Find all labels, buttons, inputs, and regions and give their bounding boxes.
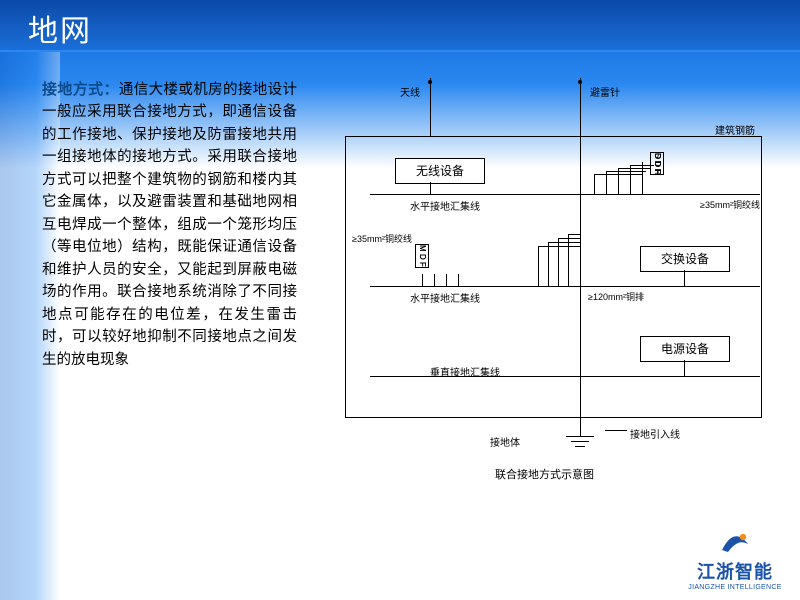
company-logo: 江浙智能 JIANGZHE INTELLIGENCE — [680, 530, 790, 590]
antenna-label: 天线 — [400, 84, 420, 99]
drop-wireless — [430, 182, 431, 194]
rack-cell: M D F — [415, 244, 429, 268]
rod-dot — [578, 80, 582, 84]
slide: 地网 接地方式：通信大楼或机房的接地设计一般应采用联合接地方式，即通信设备的工作… — [0, 0, 800, 600]
drop — [548, 242, 549, 286]
vbus-label: 垂直接地汇集线 — [430, 364, 500, 379]
ground-bar3 — [575, 446, 585, 447]
antenna-line — [430, 78, 431, 136]
building-label: 建筑钢筋 — [715, 122, 755, 137]
drop — [434, 274, 435, 286]
lead-label: 接地方式： — [42, 81, 119, 98]
rod-label: 避雷针 — [590, 84, 620, 99]
hbus1-label: 水平接地汇集线 — [410, 198, 480, 213]
note-right35: ≥35mm²铜绞线 — [700, 198, 760, 211]
drop — [594, 174, 595, 194]
page-title: 地网 — [28, 6, 92, 50]
drop — [538, 246, 539, 286]
drop — [558, 238, 580, 239]
drop — [548, 242, 580, 243]
body-text: 通信大楼或机房的接地设计一般应采用联合接地方式，即通信设备的工作接地、保护接地及… — [42, 82, 297, 368]
h-bus-1 — [370, 194, 760, 195]
logo-icon — [718, 530, 752, 558]
ground-body-label: 接地体 — [490, 434, 520, 449]
body-text-block: 接地方式：通信大楼或机房的接地设计一般应采用联合接地方式，即通信设备的工作接地、… — [42, 78, 297, 566]
ground-bar1 — [566, 436, 594, 437]
drop-power — [684, 360, 685, 376]
title-bar — [0, 0, 800, 52]
ground-lead-ptr — [605, 430, 627, 431]
drop — [606, 171, 646, 172]
rack-cell: O D F — [650, 152, 664, 175]
h-bus-3 — [370, 376, 760, 377]
grounding-diagram: 天线 避雷针 建筑钢筋 无线设备 水平接地汇集线 D D F D D F S D… — [310, 78, 780, 518]
drop — [618, 168, 650, 169]
logo-text-cn: 江浙智能 — [680, 558, 790, 584]
note-120: ≥120mm²铜排 — [588, 290, 644, 303]
drop — [568, 234, 580, 235]
logo-text-en: JIANGZHE INTELLIGENCE — [680, 584, 790, 591]
drop — [458, 274, 459, 286]
drop — [446, 274, 447, 286]
rod-line — [580, 78, 581, 136]
hbus2-label: 水平接地汇集线 — [410, 290, 480, 305]
drop — [594, 174, 642, 175]
ground-bar2 — [571, 441, 589, 442]
drop-switch — [684, 270, 685, 286]
drop — [538, 246, 580, 247]
antenna-dot — [428, 80, 432, 84]
diagram-caption: 联合接地方式示意图 — [495, 466, 594, 482]
drop — [642, 162, 643, 194]
ground-lead-label: 接地引入线 — [630, 426, 680, 441]
drop — [630, 165, 631, 194]
h-bus-2 — [370, 286, 760, 287]
switch-box: 交换设备 — [640, 246, 730, 272]
wireless-box: 无线设备 — [395, 158, 485, 184]
drop — [422, 274, 423, 286]
note-left35: ≥35mm²铜绞线 — [352, 232, 412, 245]
power-box: 电源设备 — [640, 336, 730, 362]
